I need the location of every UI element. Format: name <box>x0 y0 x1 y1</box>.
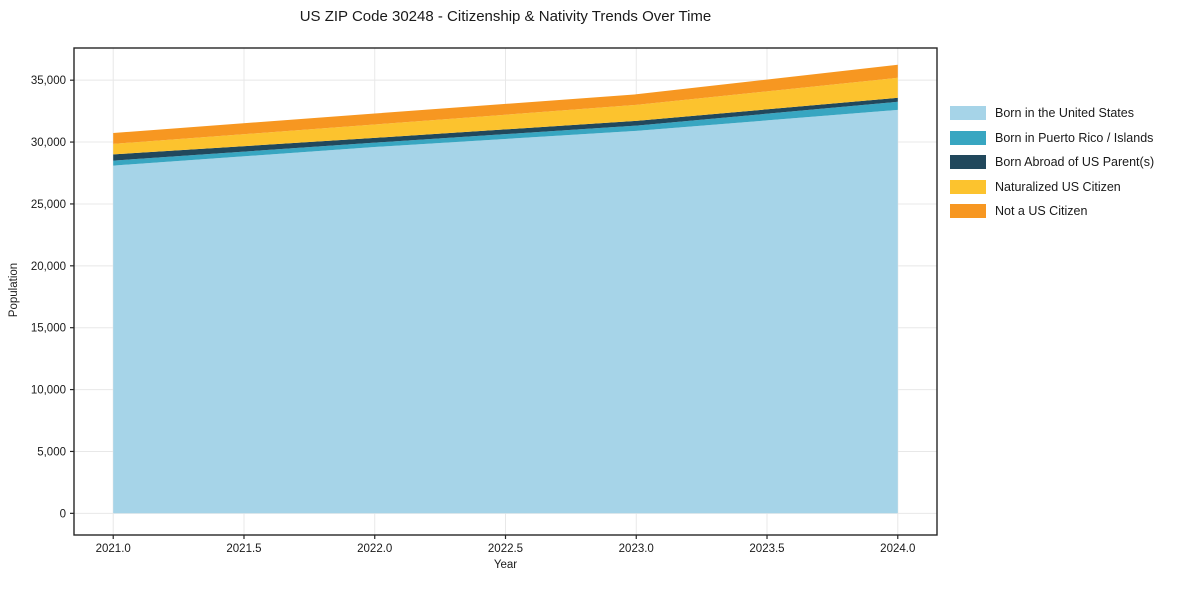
x-tick-label: 2023.5 <box>749 543 784 555</box>
legend-item: Born in the United States <box>950 106 1154 120</box>
y-tick-label: 15,000 <box>31 323 66 335</box>
y-tick-label: 10,000 <box>31 385 66 397</box>
area-series <box>113 77 898 155</box>
y-tick-label: 5,000 <box>37 446 66 458</box>
x-tick-label: 2022.0 <box>357 543 392 555</box>
y-tick-label: 20,000 <box>31 261 66 273</box>
legend-swatch <box>950 204 986 218</box>
legend-item: Born in Puerto Rico / Islands <box>950 130 1154 145</box>
legend: Born in the United States Born in Puerto … <box>950 106 1154 229</box>
area-series <box>113 109 898 514</box>
legend-item: Naturalized US Citizen <box>950 179 1154 194</box>
x-tick-label: 2021.0 <box>96 543 131 555</box>
y-tick-label: 0 <box>60 508 66 520</box>
legend-label: Not a US Citizen <box>995 204 1088 218</box>
legend-swatch <box>950 155 986 169</box>
area-series <box>113 64 898 144</box>
legend-swatch <box>950 106 986 120</box>
legend-swatch <box>950 130 986 145</box>
y-tick-label: 35,000 <box>31 75 66 87</box>
legend-item: Not a US Citizen <box>950 204 1154 218</box>
chart-title: US ZIP Code 30248 - Citizenship & Nativi… <box>299 8 712 25</box>
area-series <box>113 101 898 166</box>
area-series <box>113 97 898 161</box>
legend-label: Born in the United States <box>995 106 1134 120</box>
x-tick-label: 2022.5 <box>488 543 523 555</box>
x-tick-label: 2024.0 <box>880 543 915 555</box>
legend-label: Born Abroad of US Parent(s) <box>995 155 1155 169</box>
legend-item: Born Abroad of US Parent(s) <box>950 155 1154 169</box>
y-axis-label: Population <box>8 262 20 318</box>
legend-label: Naturalized US Citizen <box>995 179 1121 194</box>
y-tick-label: 25,000 <box>31 199 66 211</box>
x-axis-label: Year <box>493 559 518 571</box>
legend-swatch <box>950 179 986 194</box>
y-tick-label: 30,000 <box>31 137 66 149</box>
x-tick-label: 2021.5 <box>226 543 261 555</box>
legend-label: Born in Puerto Rico / Islands <box>995 130 1154 145</box>
x-tick-label: 2023.0 <box>619 543 654 555</box>
